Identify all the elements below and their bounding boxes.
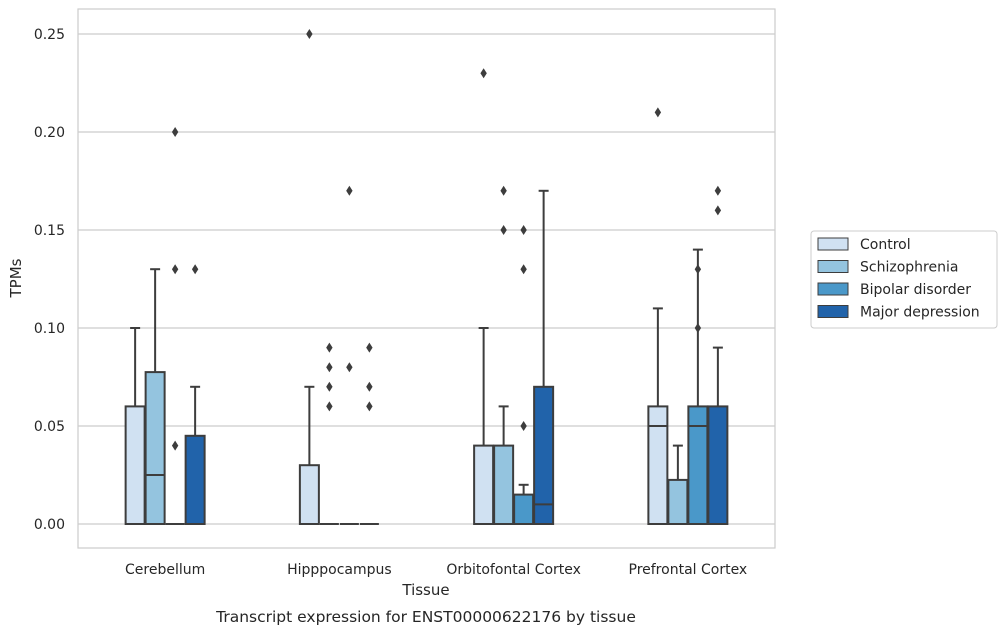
outlier-point xyxy=(500,225,507,235)
y-axis-label: TPMs xyxy=(7,258,25,298)
outlier-point xyxy=(306,29,313,39)
outlier-point xyxy=(366,401,373,412)
box-schizophrenia xyxy=(144,268,166,525)
y-tick-label: 0.10 xyxy=(34,321,65,337)
box xyxy=(144,371,166,525)
box xyxy=(493,444,515,526)
outlier-point xyxy=(654,107,662,118)
chart-caption: Transcript expression for ENST0000062217… xyxy=(215,608,636,626)
legend: Control Schizophrenia Bipolar disorder Majo… xyxy=(810,230,998,329)
y-tick-label: 0.20 xyxy=(34,125,65,141)
outlier-point xyxy=(714,185,722,196)
box-control xyxy=(298,29,320,526)
box xyxy=(473,444,495,526)
outlier-point xyxy=(500,185,507,196)
box xyxy=(687,405,709,525)
y-tick-label: 0.25 xyxy=(34,27,65,43)
box-schizophrenia xyxy=(319,342,339,525)
legend-label: Schizophrenia xyxy=(860,260,958,276)
outlier-point xyxy=(714,205,722,216)
box-major-depression xyxy=(359,342,379,525)
box-bipolar-disorder xyxy=(165,127,185,525)
box xyxy=(647,405,669,525)
box xyxy=(707,405,729,525)
outlier-point xyxy=(326,381,333,392)
box-bipolar-disorder xyxy=(339,185,359,525)
outlier-point xyxy=(520,264,527,275)
x-tick-label: Prefrontal Cortex xyxy=(629,562,748,578)
legend-label: Major depression xyxy=(860,305,980,321)
outlier-point xyxy=(171,127,179,137)
plot-frame xyxy=(77,8,776,549)
outlier-point xyxy=(480,68,487,79)
box-control xyxy=(124,327,146,525)
y-tick-label: 0.05 xyxy=(34,419,65,435)
outlier-point xyxy=(171,440,179,451)
x-tick-label: Cerebellum xyxy=(125,562,205,578)
box xyxy=(533,385,555,525)
legend-swatch xyxy=(817,260,849,273)
outlier-point xyxy=(326,401,333,412)
box xyxy=(298,464,320,526)
box-major-depression xyxy=(533,189,555,525)
box xyxy=(513,493,535,526)
legend-swatch xyxy=(817,237,849,251)
x-axis-label: Tissue xyxy=(401,581,449,599)
outlier-point xyxy=(326,362,333,373)
outlier-point xyxy=(346,362,353,373)
legend-frame xyxy=(810,230,998,329)
x-tick-label: Hipppocampus xyxy=(287,562,392,578)
legend-swatch xyxy=(817,305,849,318)
outlier-point xyxy=(694,264,702,275)
box-schizophrenia xyxy=(493,185,515,526)
outlier-point xyxy=(520,421,527,431)
y-tick-label: 0.00 xyxy=(34,517,65,533)
outlier-point xyxy=(366,381,373,392)
outlier-point xyxy=(694,323,702,333)
box xyxy=(184,434,206,525)
legend-swatch xyxy=(817,282,849,296)
box-major-depression xyxy=(184,264,206,525)
outlier-point xyxy=(520,225,527,235)
legend-label: Bipolar disorder xyxy=(860,282,971,298)
box xyxy=(124,405,146,525)
boxplot-series xyxy=(124,29,729,526)
outlier-point xyxy=(191,264,199,275)
outlier-point xyxy=(326,342,333,353)
box xyxy=(667,478,689,525)
box-control xyxy=(647,107,669,525)
box-major-depression xyxy=(707,185,729,525)
y-tick-label: 0.15 xyxy=(34,223,65,239)
outlier-point xyxy=(171,264,179,275)
y-axis: 0.00 0.05 0.10 0.15 0.20 0.25 xyxy=(34,27,65,533)
outlier-point xyxy=(366,342,373,353)
outlier-point xyxy=(346,185,353,196)
legend-label: Control xyxy=(860,237,911,253)
x-tick-label: Orbitofontal Cortex xyxy=(446,562,581,578)
x-axis: Cerebellum Hipppocampus Orbitofontal Corte… xyxy=(125,562,747,578)
